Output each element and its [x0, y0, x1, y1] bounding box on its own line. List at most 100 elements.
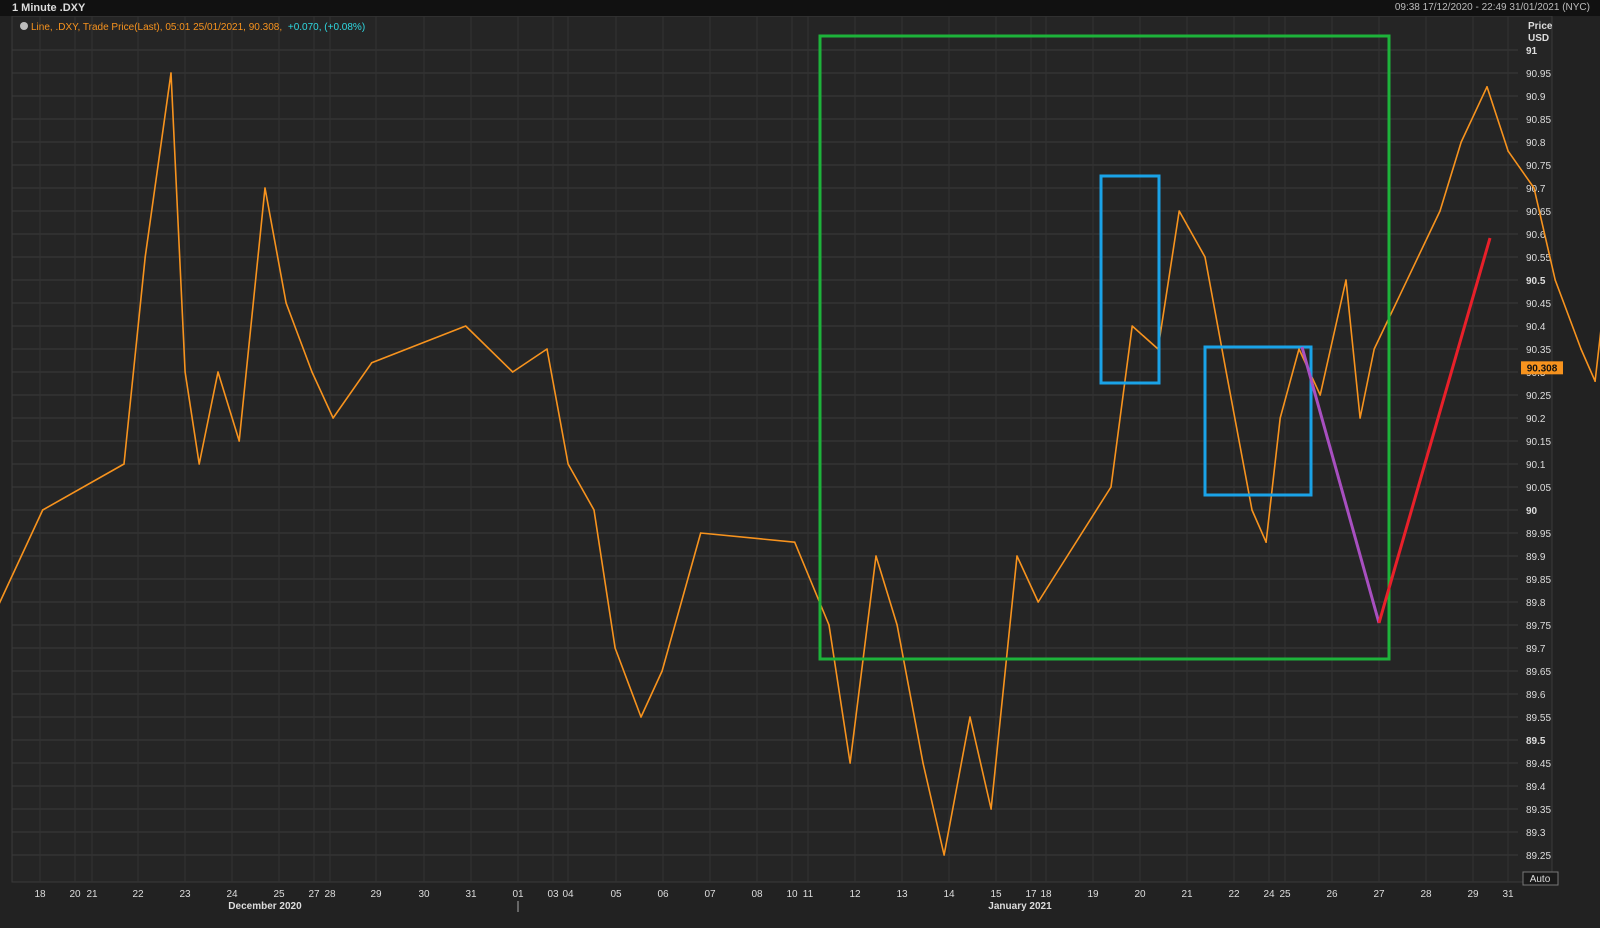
x-tick-label: 28 — [1420, 889, 1432, 900]
price-point — [238, 440, 240, 442]
x-tick-label: 27 — [308, 889, 320, 900]
x-tick-label: 08 — [751, 889, 763, 900]
x-tick-label: 19 — [1087, 889, 1099, 900]
y-tick-label: 90 — [1526, 506, 1538, 517]
price-point — [332, 417, 334, 419]
y-tick-label: 90.65 — [1526, 207, 1551, 218]
price-point — [144, 256, 146, 258]
x-tick-label: 21 — [1181, 889, 1193, 900]
legend-text: Line, .DXY, Trade Price(Last), 05:01 25/… — [31, 22, 365, 33]
price-point — [311, 371, 313, 373]
price-chart[interactable]: 91 90.95 90.9 90.85 90.8 90.75 90.7 90.65 90.6 90… — [0, 16, 1600, 928]
x-tick-label: 29 — [1467, 889, 1479, 900]
price-point — [661, 670, 663, 672]
price-point — [170, 72, 172, 74]
price-point — [198, 463, 200, 465]
price-point — [943, 854, 945, 856]
y-tick-label: 90.85 — [1526, 115, 1551, 126]
y-axis: 91 90.95 90.9 90.85 90.8 90.75 90.7 90.65 90.6 90… — [1526, 46, 1551, 862]
x-tick-label: 25 — [1279, 889, 1291, 900]
x-tick-label: 11 — [803, 889, 814, 900]
price-point — [217, 371, 219, 373]
price-point — [793, 541, 796, 543]
y-tick-label: 90.75 — [1526, 161, 1551, 172]
y-tick-label: 90.4 — [1526, 322, 1546, 333]
y-tick-label: 89.25 — [1526, 851, 1551, 862]
x-tick-label: 05 — [610, 889, 622, 900]
x-tick-label: 24 — [1263, 889, 1275, 900]
price-point — [969, 716, 971, 718]
y-tick-label: 90.1 — [1526, 460, 1546, 471]
annotation-purple-line — [1300, 346, 1381, 624]
x-tick-label: 15 — [990, 889, 1002, 900]
x-tick-label: 25 — [273, 889, 285, 900]
price-point — [640, 716, 642, 718]
x-tick-label: 30 — [418, 889, 430, 900]
y-tick-label: 89.3 — [1526, 828, 1546, 839]
y-tick-label: 90.5 — [1526, 276, 1546, 287]
x-tick-label: 17 — [1025, 889, 1037, 900]
price-point — [1016, 555, 1018, 557]
x-tick-label: 18 — [34, 889, 46, 900]
x-tick-label: 24 — [226, 889, 238, 900]
y-tick-label: 90.35 — [1526, 345, 1551, 356]
annotation-blue-box-2 — [1203, 345, 1313, 497]
y-tick-label: 90.95 — [1526, 69, 1551, 80]
y-tick-label: 89.9 — [1526, 552, 1546, 563]
chart-title: 1 Minute .DXY — [12, 2, 86, 14]
series-layer — [0, 72, 1600, 856]
x-tick-label: 23 — [179, 889, 191, 900]
price-point — [567, 463, 569, 465]
auto-button[interactable]: Auto — [1522, 871, 1559, 886]
auto-button-label[interactable]: Auto — [1530, 874, 1551, 885]
y-tick-label: 90.45 — [1526, 299, 1551, 310]
price-point — [1110, 486, 1112, 488]
y-tick-label: 91 — [1526, 46, 1538, 57]
y-tick-label: 89.55 — [1526, 713, 1551, 724]
last-price-label: 90.308 — [1527, 363, 1558, 374]
price-point — [593, 509, 595, 511]
price-point — [896, 624, 898, 626]
price-point — [1533, 187, 1535, 189]
y-tick-label: 89.75 — [1526, 621, 1551, 632]
price-point — [1319, 394, 1321, 396]
y-tick-label: 89.6 — [1526, 690, 1546, 701]
x-tick-label: 27 — [1373, 889, 1385, 900]
y-tick-label: 90.2 — [1526, 414, 1546, 425]
price-point — [1580, 348, 1582, 350]
x-tick-label: 10 — [786, 889, 798, 900]
y-tick-label: 90.8 — [1526, 138, 1546, 149]
price-point — [1507, 150, 1509, 152]
y-tick-label: 90.7 — [1526, 184, 1546, 195]
last-price-badge — [1521, 361, 1563, 375]
x-tick-label: 01 — [512, 889, 524, 900]
x-tick-label: 22 — [1228, 889, 1240, 900]
annotation-red-line — [1377, 237, 1492, 624]
legend-prefix: Line, .DXY, Trade Price(Last), 05:01 25/… — [31, 22, 282, 33]
grid — [12, 16, 1518, 882]
price-point — [464, 325, 467, 327]
y-tick-label: 90.15 — [1526, 437, 1551, 448]
x-tick-label: 21 — [86, 889, 98, 900]
price-point — [922, 762, 924, 764]
x-tick-label: 14 — [943, 889, 955, 900]
y-tick-label: 89.65 — [1526, 667, 1551, 678]
auto-button-frame[interactable] — [1522, 871, 1559, 886]
title-bar: 1 Minute .DXY 09:38 17/12/2020 - 22:49 3… — [0, 0, 1600, 16]
x-tick-label: 18 — [1040, 889, 1052, 900]
x-tick-label: 28 — [324, 889, 336, 900]
x-tick-label: 20 — [1134, 889, 1146, 900]
y-tick-label: 90.9 — [1526, 92, 1546, 103]
price-point — [1439, 210, 1441, 212]
price-point — [699, 532, 702, 534]
x-tick-label: 31 — [465, 889, 477, 900]
price-point — [1460, 141, 1462, 143]
price-point — [990, 808, 992, 810]
x-tick-label: 20 — [69, 889, 81, 900]
legend-icon[interactable] — [20, 22, 28, 30]
y-tick-label: 89.45 — [1526, 759, 1551, 770]
axis-unit-price: Price — [1528, 21, 1553, 32]
y-tick-label: 90.55 — [1526, 253, 1551, 264]
price-point — [123, 463, 125, 465]
